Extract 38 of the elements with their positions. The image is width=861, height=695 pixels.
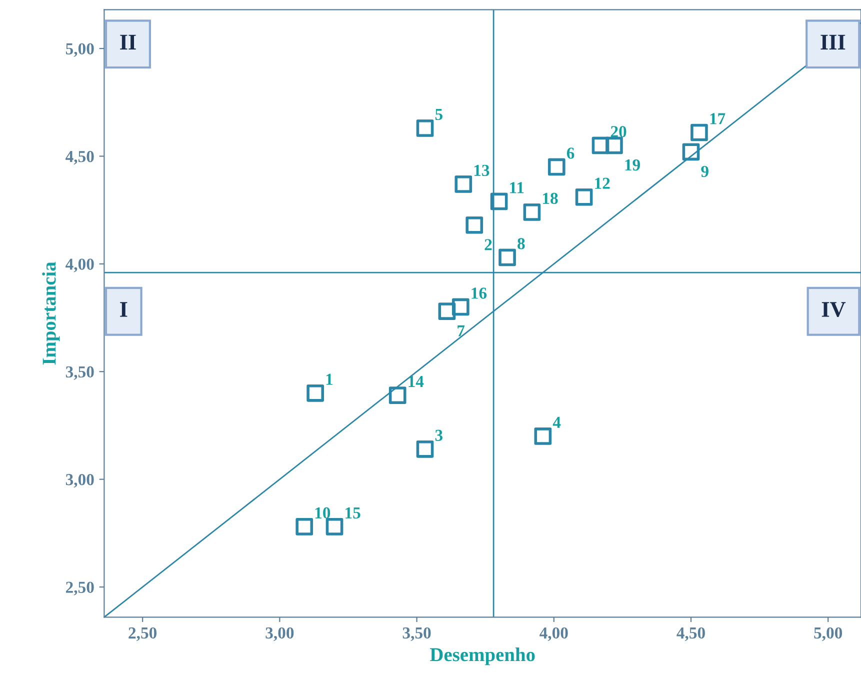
- annotation: 11: [510, 182, 524, 194]
- annotation: 8: [518, 238, 525, 250]
- annotation: 3: [435, 430, 442, 441]
- x-tick-label: 3,50: [402, 627, 431, 642]
- x-tick-label: 5,00: [814, 627, 842, 642]
- annotation: 17: [710, 113, 726, 124]
- annotation: 16: [472, 288, 487, 299]
- annotation: 12: [595, 178, 610, 189]
- x-tick-label: 3,00: [266, 627, 294, 642]
- annotation: 6: [566, 148, 574, 159]
- y-tick-label: 4,50: [66, 150, 94, 165]
- y-tick-label: 5,00: [66, 43, 94, 57]
- annotation: 10: [315, 507, 330, 519]
- annotation: 18: [543, 192, 558, 204]
- annotation: I: [120, 302, 128, 317]
- annotation: 9: [701, 166, 708, 178]
- annotation: 15: [346, 507, 360, 519]
- annotation: 13: [474, 164, 490, 176]
- annotation: 7: [458, 325, 465, 336]
- annotation: 2: [484, 239, 492, 250]
- x-tick-label: 4,00: [540, 627, 568, 642]
- annotation: II: [120, 34, 136, 50]
- y-axis-title: Importancia: [42, 262, 60, 365]
- y-tick-label: 2,50: [66, 582, 94, 596]
- x-tick-label: 2,50: [128, 627, 157, 642]
- x-tick-label: 4,50: [676, 627, 705, 642]
- annotation: 1: [326, 374, 333, 385]
- annotation: 14: [408, 376, 424, 387]
- y-tick-label: 3,00: [66, 474, 94, 488]
- annotation: 19: [625, 159, 640, 171]
- y-tick-label: 4,00: [66, 258, 94, 272]
- annotation: IV: [822, 302, 846, 318]
- annotation: 4: [552, 416, 561, 428]
- annotation: 20: [610, 126, 626, 138]
- annotation: III: [820, 34, 846, 50]
- annotation: 5: [435, 108, 442, 120]
- y-tick-label: 3,50: [66, 366, 94, 380]
- x-axis-title: Desempenho: [430, 648, 535, 666]
